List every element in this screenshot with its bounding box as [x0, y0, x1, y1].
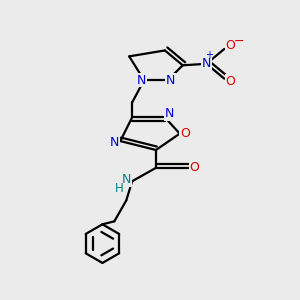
Text: N: N [166, 74, 176, 87]
Text: −: − [234, 35, 244, 48]
Text: N: N [122, 173, 131, 186]
Text: O: O [225, 40, 235, 52]
Text: N: N [165, 107, 174, 120]
Text: H: H [114, 182, 123, 195]
Text: +: + [206, 50, 213, 60]
Text: N: N [110, 136, 120, 149]
Text: O: O [190, 161, 200, 174]
Text: N: N [136, 74, 146, 87]
Text: O: O [180, 127, 190, 140]
Text: O: O [225, 75, 235, 88]
Text: N: N [202, 57, 211, 70]
